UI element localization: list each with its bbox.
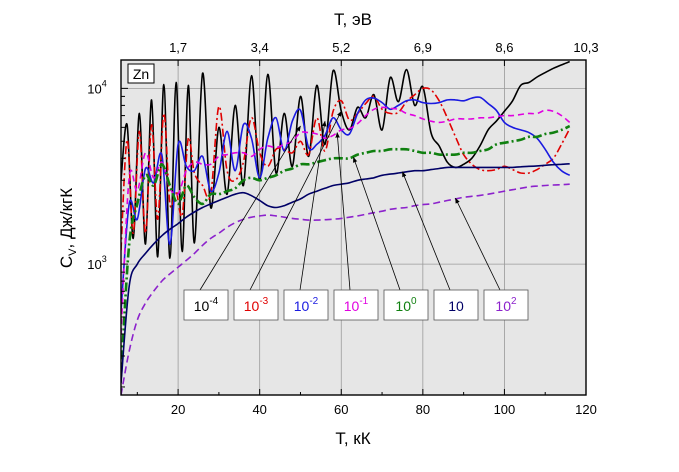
top-tick-label: 8,6	[495, 40, 513, 55]
legend-label: 10-3	[244, 296, 269, 314]
series-line-10e-1	[121, 106, 571, 335]
legend-box	[483, 289, 529, 321]
legend-label: 100	[395, 296, 417, 314]
legend-arrow	[353, 156, 401, 291]
y-axis-title-main: C	[57, 256, 76, 268]
x-tick-label: 40	[252, 402, 266, 417]
series-line-10	[121, 163, 570, 384]
x-tick-label: 120	[575, 402, 597, 417]
legend: 10-4 10-3 10-2 10-1 100 10 102	[183, 289, 529, 321]
legend-arrow	[299, 120, 327, 291]
panel-label: Zn	[133, 66, 149, 82]
legend-label: 10-1	[344, 296, 369, 314]
legend-arrow	[335, 132, 351, 291]
x-tick-label: 20	[171, 402, 185, 417]
legend-box	[183, 289, 229, 321]
legend-label: 102	[495, 296, 517, 314]
legend-label: 10-4	[194, 296, 219, 314]
y-tick-label: 104	[87, 78, 106, 96]
top-axis-title: T, эВ	[334, 10, 372, 29]
x-tick-label: 100	[494, 402, 516, 417]
legend-arrows	[199, 110, 501, 291]
legend-box	[283, 289, 329, 321]
x-tick-label: 60	[334, 402, 348, 417]
y-axis-title: CV, Дж/кгК	[57, 188, 79, 268]
plot-frame	[120, 59, 587, 396]
legend-box	[383, 289, 429, 321]
x-axis-title: T, кК	[335, 429, 370, 448]
top-tick-label: 3,4	[251, 40, 269, 55]
top-tick-label: 6,9	[414, 40, 432, 55]
series-line-10e2	[121, 183, 570, 395]
y-tick-label: 103	[87, 254, 106, 272]
y-axis-title-units: , Дж/кгК	[57, 188, 76, 249]
y-axis-ticks: 103 104	[87, 78, 128, 388]
legend-box	[333, 289, 379, 321]
top-axis-ticks: 1,7 3,4 5,2 6,9 8,6 10,3	[169, 40, 599, 66]
series-line-10e-3	[121, 87, 571, 251]
series-layer	[121, 60, 571, 395]
legend-arrow	[455, 197, 501, 291]
plot-area	[121, 60, 586, 395]
top-tick-label: 10,3	[573, 40, 598, 55]
legend-arrow	[199, 125, 301, 291]
series-line-10e-4	[121, 60, 570, 260]
legend-arrow	[249, 110, 342, 291]
top-tick-label: 5,2	[332, 40, 350, 55]
top-tick-label: 1,7	[169, 40, 187, 55]
y-axis-title-subscript: V	[67, 248, 79, 256]
panel-label-box	[127, 63, 155, 84]
x-axis-ticks: 20 40 60 80 100 120	[136, 389, 597, 417]
legend-label: 10-2	[294, 296, 319, 314]
legend-label: 10	[448, 298, 464, 314]
legend-box	[433, 289, 479, 321]
x-tick-label: 80	[416, 402, 430, 417]
legend-arrow	[402, 171, 451, 291]
legend-box	[233, 289, 279, 321]
series-line-10e0	[121, 124, 571, 377]
